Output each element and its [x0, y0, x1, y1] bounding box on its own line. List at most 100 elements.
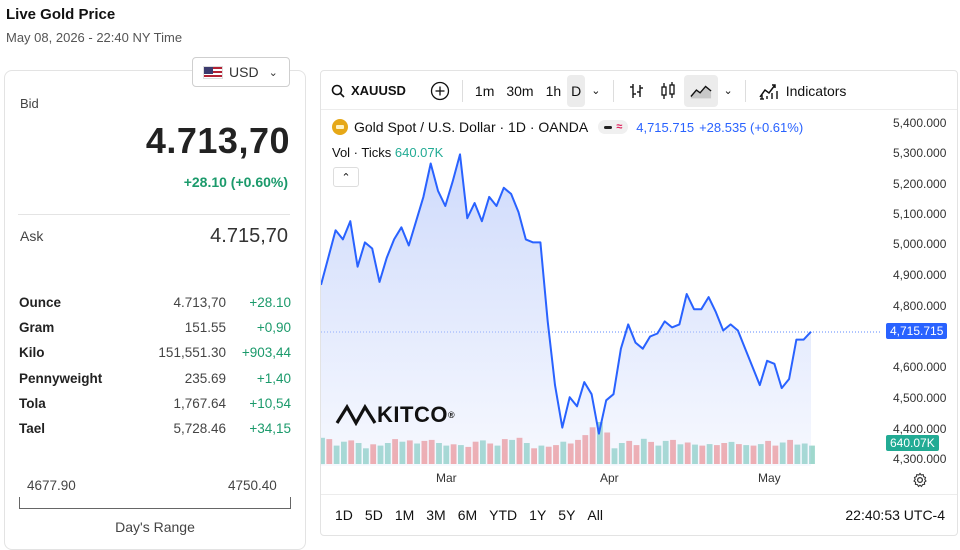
unit-change: +28.10: [249, 295, 291, 311]
unit-price: 4.713,70: [173, 295, 226, 311]
unit-row: Kilo 151,551.30 +903,44: [19, 340, 291, 365]
kitco-logo: KITCO ®: [335, 402, 455, 428]
y-axis-tick: 4,300.000: [893, 452, 947, 466]
y-axis-tick: 5,400.000: [893, 116, 947, 130]
candles-icon: [660, 81, 675, 99]
range-3m[interactable]: 3M: [426, 506, 446, 523]
y-axis-tick: 5,200.000: [893, 177, 947, 191]
kitco-wordmark: KITCO: [377, 402, 448, 427]
kitco-mark-icon: [335, 404, 377, 426]
y-axis-tick: 5,000.000: [893, 237, 947, 251]
interval-menu-chevron-icon[interactable]: ⌄: [591, 85, 601, 97]
unit-name: Ounce: [19, 295, 62, 311]
unit-price: 151,551.30: [158, 345, 226, 361]
range-5y[interactable]: 5Y: [558, 506, 576, 523]
page-title: Live Gold Price: [6, 6, 116, 23]
compare-button[interactable]: [424, 75, 456, 107]
range-all[interactable]: All: [587, 506, 603, 523]
unit-price: 5,728.46: [173, 421, 226, 437]
interval-d[interactable]: D: [567, 74, 586, 107]
range-1m[interactable]: 1M: [394, 506, 415, 523]
bid-change: +28.10 (+0.60%): [183, 174, 288, 190]
kitco-registered: ®: [447, 410, 456, 420]
y-axis-tick: 4,400.000: [893, 422, 947, 436]
bid-label: Bid: [20, 96, 39, 111]
bar-chart-type-button[interactable]: [620, 75, 652, 107]
day-range-bar: [19, 497, 291, 509]
y-axis-tick: 5,300.000: [893, 146, 947, 160]
gold-coin-icon: [332, 119, 348, 135]
market-closed-icon: [604, 125, 613, 129]
day-range-high: 4750.40: [228, 478, 277, 493]
range-5d[interactable]: 5D: [364, 506, 383, 523]
range-1d[interactable]: 1D: [335, 506, 353, 523]
chart-legend: Gold Spot / U.S. Dollar · 1D · OANDA ≈ 4…: [332, 119, 803, 135]
unit-name: Gram: [19, 320, 55, 336]
gear-icon[interactable]: [912, 472, 928, 488]
candle-chart-type-button[interactable]: [652, 75, 684, 107]
unit-row: Pennyweight 235.69 +1,40: [19, 366, 291, 391]
us-flag-icon: [203, 65, 223, 79]
legend-collapse-button[interactable]: ⌃: [333, 167, 359, 187]
toolbar-divider: [461, 79, 463, 102]
indicators-button[interactable]: Indicators: [752, 75, 853, 107]
y-axis-tick: 4,500.000: [893, 391, 947, 405]
unit-change: +10,54: [249, 395, 291, 411]
delayed-wave-icon: ≈: [616, 121, 623, 133]
unit-change: +903,44: [241, 345, 291, 361]
x-axis-tick: Mar: [436, 471, 457, 485]
volume-label: Vol · Ticks: [332, 145, 392, 160]
legend-title: Gold Spot / U.S. Dollar · 1D · OANDA: [354, 119, 589, 135]
range-1y[interactable]: 1Y: [529, 506, 547, 523]
bars-icon: [629, 83, 643, 98]
indicators-icon: [759, 83, 778, 100]
divider: [18, 214, 290, 215]
x-axis-tick: May: [758, 471, 781, 485]
last-price-tag: 4,715.715: [886, 323, 948, 339]
chart-clock: 22:40:53 UTC-4: [845, 506, 945, 523]
indicators-label: Indicators: [785, 82, 847, 99]
chevron-down-icon: ⌄: [268, 66, 278, 79]
unit-row: Tael 5,728.46 +34,15: [19, 416, 291, 441]
add-circle-icon: [430, 81, 450, 100]
symbol-search[interactable]: XAUUSD: [321, 75, 412, 107]
area-chart-type-button[interactable]: [683, 74, 718, 107]
volume-value: 640.07K: [394, 145, 444, 160]
day-range-low: 4677.90: [27, 478, 76, 493]
price-area: [321, 154, 811, 466]
currency-value: USD: [229, 64, 259, 80]
page-date: May 08, 2026 - 22:40 NY Time: [6, 30, 183, 45]
legend-status-pill[interactable]: ≈: [598, 120, 629, 134]
y-axis-tick: 4,900.000: [893, 268, 947, 282]
toolbar-divider: [612, 79, 614, 102]
interval-1h[interactable]: 1h: [545, 82, 562, 99]
toolbar-divider: [744, 79, 746, 102]
price-chart[interactable]: [321, 112, 881, 466]
unit-name: Pennyweight: [19, 370, 103, 386]
unit-change: +0,90: [256, 320, 291, 336]
x-axis-tick: Apr: [600, 471, 619, 485]
range-ytd[interactable]: YTD: [489, 506, 518, 523]
chevron-up-icon: ⌃: [341, 171, 351, 184]
y-axis-tick: 4,600.000: [893, 360, 947, 374]
range-bar: 1D 5D 1M 3M 6M YTD 1Y 5Y All 22:40:53 UT…: [321, 494, 957, 534]
symbol-label: XAUUSD: [351, 83, 406, 98]
ask-price: 4.715,70: [210, 225, 288, 247]
interval-1m[interactable]: 1m: [474, 82, 495, 99]
ask-label: Ask: [20, 228, 44, 244]
chart-type-chevron-icon[interactable]: ⌄: [723, 85, 733, 97]
y-axis-tick: 4,800.000: [893, 299, 947, 313]
search-icon: [331, 84, 345, 98]
unit-table: Ounce 4.713,70 +28.10 Gram 151.55 +0,90 Kilo…: [19, 290, 291, 441]
unit-price: 235.69: [184, 370, 226, 386]
interval-30m[interactable]: 30m: [506, 82, 534, 99]
range-6m[interactable]: 6M: [457, 506, 478, 523]
currency-select[interactable]: USD ⌄: [192, 57, 290, 87]
unit-price: 1,767.64: [173, 395, 226, 411]
unit-change: +34,15: [249, 421, 291, 437]
unit-name: Kilo: [19, 345, 45, 361]
quote-card: [4, 70, 306, 550]
price-line: [321, 153, 812, 435]
day-range-label: Day's Range: [115, 519, 195, 535]
unit-name: Tola: [19, 395, 46, 411]
